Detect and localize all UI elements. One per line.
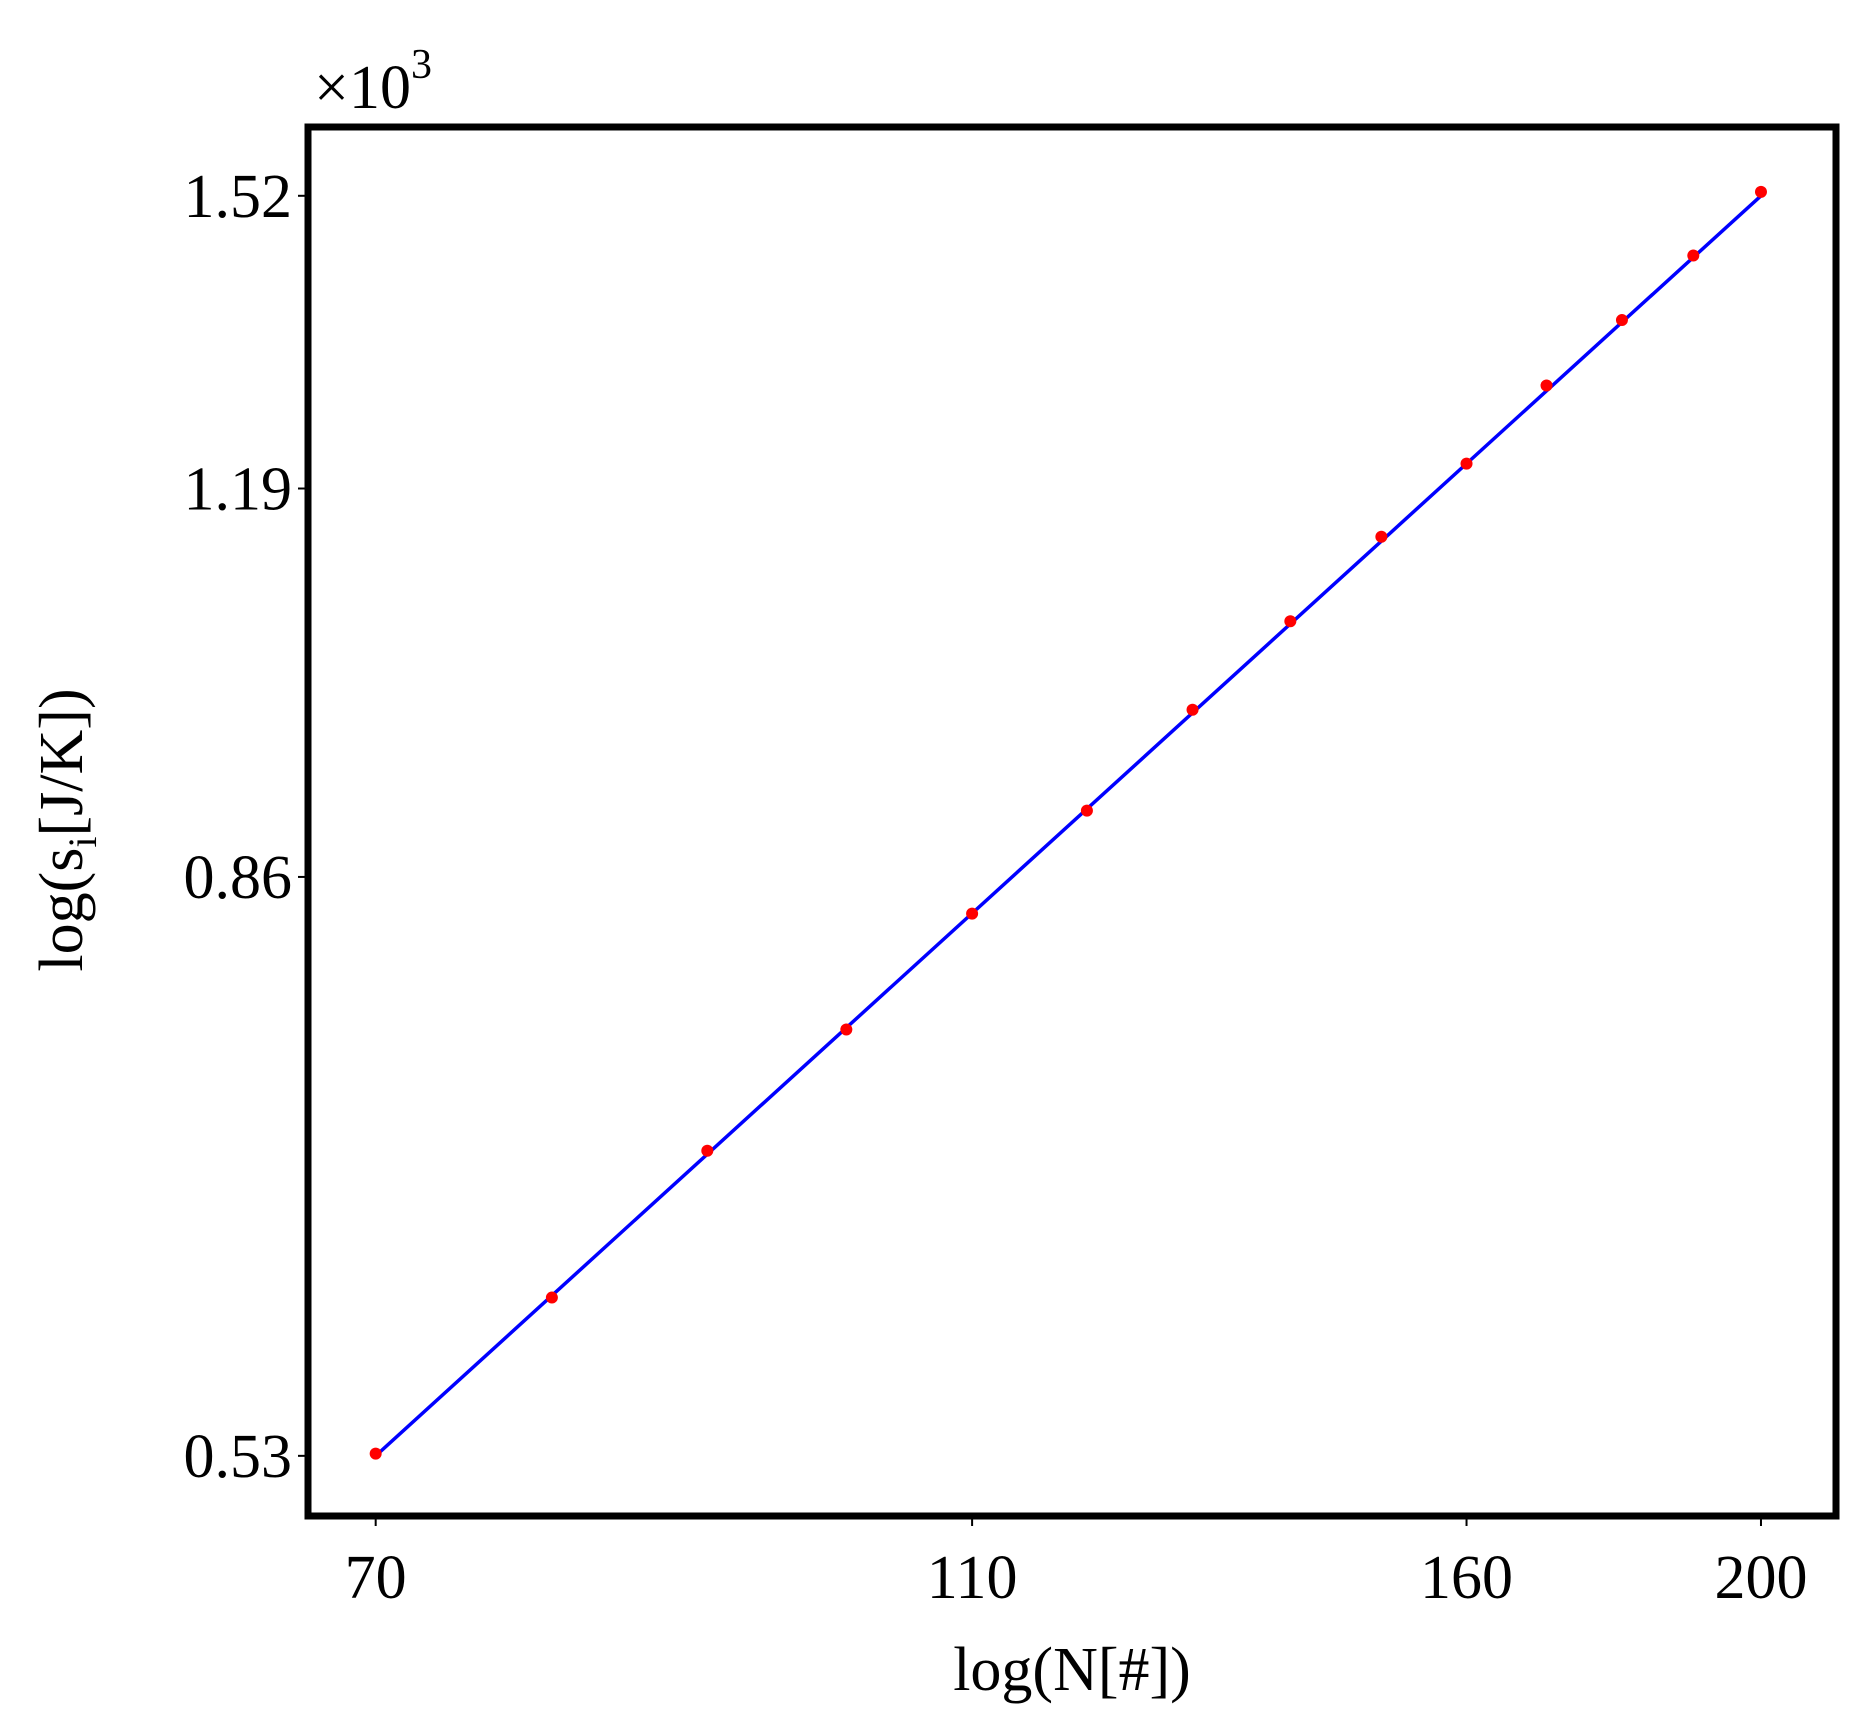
data-point xyxy=(545,1291,558,1304)
data-point xyxy=(1375,530,1388,543)
y-tick-label: 1.19 xyxy=(184,456,293,524)
y-axis-label: log(si[J/K]) xyxy=(28,688,105,971)
y-tick-label: 0.86 xyxy=(184,844,293,912)
y-tick-label: 0.53 xyxy=(184,1423,293,1491)
data-point xyxy=(1080,804,1093,817)
multiplier-exponent: 3 xyxy=(411,42,432,88)
data-point xyxy=(1460,457,1473,470)
data-point xyxy=(966,907,979,920)
y-tick-label: 1.52 xyxy=(184,163,293,231)
data-point xyxy=(1615,314,1628,327)
x-tick-label: 200 xyxy=(1714,1544,1807,1612)
x-tick-label: 160 xyxy=(1420,1544,1513,1612)
data-point xyxy=(1186,703,1199,716)
fit-line xyxy=(374,194,1763,1458)
data-point xyxy=(1754,185,1767,198)
y-label-unit: [J/K]) xyxy=(28,688,96,836)
x-axis-label: log(N[#]) xyxy=(953,1636,1191,1704)
data-point xyxy=(701,1144,714,1157)
y-multiplier: ×103 xyxy=(314,42,432,122)
x-tick-label: 70 xyxy=(345,1544,407,1612)
y-label-main: log(s xyxy=(28,848,96,972)
data-point xyxy=(369,1447,382,1460)
data-point xyxy=(1284,615,1297,628)
x-tick-label: 110 xyxy=(927,1544,1018,1612)
multiplier-base: ×10 xyxy=(314,54,411,122)
y-label-subscript: i xyxy=(60,836,105,847)
data-point xyxy=(1687,249,1700,262)
plot-frame xyxy=(304,123,1840,1520)
data-point xyxy=(840,1023,853,1036)
data-point xyxy=(1540,379,1553,392)
